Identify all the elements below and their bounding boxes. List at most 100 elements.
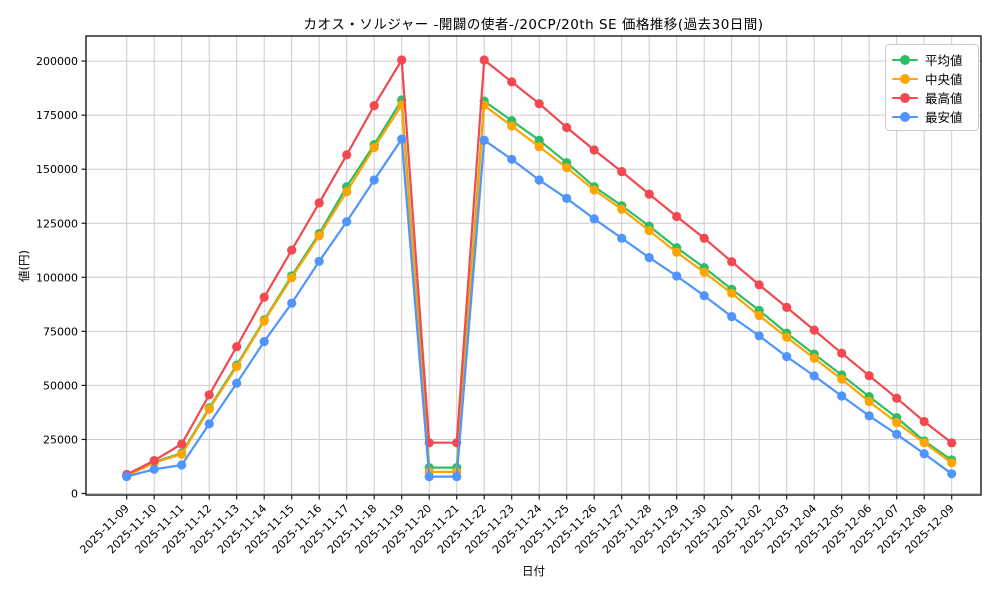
data-point-min (947, 469, 957, 479)
y-tick-label: 50000 (43, 379, 78, 392)
data-point-median (534, 142, 544, 152)
data-point-min (342, 217, 352, 227)
legend-item-max: 最高値 (892, 88, 972, 107)
data-point-min (589, 214, 599, 224)
data-point-median (177, 449, 187, 459)
y-tick-label: 125000 (36, 217, 78, 230)
data-point-median (232, 362, 242, 372)
data-point-max (919, 416, 929, 427)
y-tick-label: 0 (71, 488, 78, 501)
data-point-max (947, 438, 957, 448)
data-point-min (259, 336, 269, 347)
data-point-min (782, 352, 792, 362)
data-point-median (947, 458, 957, 468)
data-point-max (809, 325, 819, 335)
data-point-min (644, 253, 654, 263)
legend-label-max: 最高値 (925, 91, 963, 106)
data-point-median (754, 311, 764, 321)
data-point-median (507, 121, 517, 131)
data-point-max (837, 348, 847, 358)
data-point-max (149, 456, 159, 466)
data-point-min (479, 135, 489, 145)
y-tick-label: 175000 (36, 109, 78, 122)
data-point-max (892, 393, 902, 403)
data-point-median (617, 204, 627, 214)
data-point-median (259, 316, 269, 326)
legend-marker-median (892, 73, 918, 84)
x-axis-label: 日付 (522, 564, 545, 578)
data-point-max (672, 211, 682, 222)
data-point-min (369, 175, 379, 185)
data-point-min (562, 193, 572, 203)
legend-marker-min (892, 111, 918, 122)
data-point-median (589, 185, 599, 195)
data-point-min (424, 472, 434, 482)
data-point-min (314, 256, 324, 266)
data-point-max (727, 257, 737, 267)
data-point-min (287, 298, 297, 308)
y-tick-label: 150000 (36, 163, 78, 176)
data-point-min (617, 233, 627, 243)
data-point-median (892, 418, 902, 428)
data-point-min (452, 472, 462, 482)
data-point-max (589, 145, 599, 155)
legend: 平均値中央値最高値最安値 (885, 44, 979, 131)
data-point-min (397, 134, 407, 144)
data-point-min (699, 291, 709, 301)
data-point-max (864, 371, 874, 381)
data-point-min (754, 331, 764, 341)
data-point-median (562, 163, 572, 173)
data-point-max (177, 439, 187, 449)
data-point-mean (534, 135, 544, 145)
data-point-max (754, 280, 764, 290)
legend-label-mean: 平均値 (925, 53, 963, 68)
legend-marker-mean (892, 54, 918, 65)
data-point-max (314, 198, 324, 208)
legend-marker-max (892, 92, 918, 103)
data-point-min (809, 371, 819, 381)
y-tick-label: 75000 (43, 325, 78, 338)
data-point-max (342, 150, 352, 160)
data-point-median (727, 288, 737, 298)
data-point-min (149, 464, 159, 474)
data-point-median (809, 353, 819, 363)
legend-item-median: 中央値 (892, 69, 972, 88)
data-point-median (342, 187, 352, 197)
legend-item-min: 最安値 (892, 107, 972, 126)
data-point-median (919, 438, 929, 448)
data-point-median (782, 332, 792, 342)
data-point-max (617, 167, 627, 177)
data-point-min (837, 391, 847, 401)
data-point-min (204, 419, 214, 429)
legend-label-median: 中央値 (925, 72, 963, 87)
data-point-median (672, 247, 682, 257)
data-point-min (672, 271, 682, 281)
legend-item-mean: 平均値 (892, 50, 972, 69)
data-point-max (782, 302, 792, 312)
data-point-median (644, 226, 654, 236)
y-tick-label: 200000 (36, 55, 78, 68)
data-point-max (369, 101, 379, 111)
data-point-median (837, 374, 847, 384)
data-point-min (507, 154, 517, 164)
data-point-median (314, 231, 324, 241)
data-point-max (562, 122, 572, 133)
data-point-median (204, 404, 214, 414)
data-point-min (232, 378, 242, 388)
y-tick-label: 25000 (43, 433, 78, 446)
data-point-max (507, 77, 517, 87)
legend-label-min: 最安値 (925, 110, 963, 125)
data-point-max (479, 55, 489, 65)
data-point-median (864, 397, 874, 407)
chart-title: カオス・ソルジャー -開闢の使者-/20CP/20th SE 価格推移(過去30… (303, 17, 764, 33)
data-point-max (644, 189, 654, 199)
data-point-max (699, 233, 709, 243)
data-point-min (727, 312, 737, 322)
data-point-max (534, 99, 544, 109)
data-point-median (699, 267, 709, 277)
data-point-max (287, 245, 297, 255)
data-point-min (892, 429, 902, 439)
y-tick-label: 100000 (36, 271, 78, 284)
